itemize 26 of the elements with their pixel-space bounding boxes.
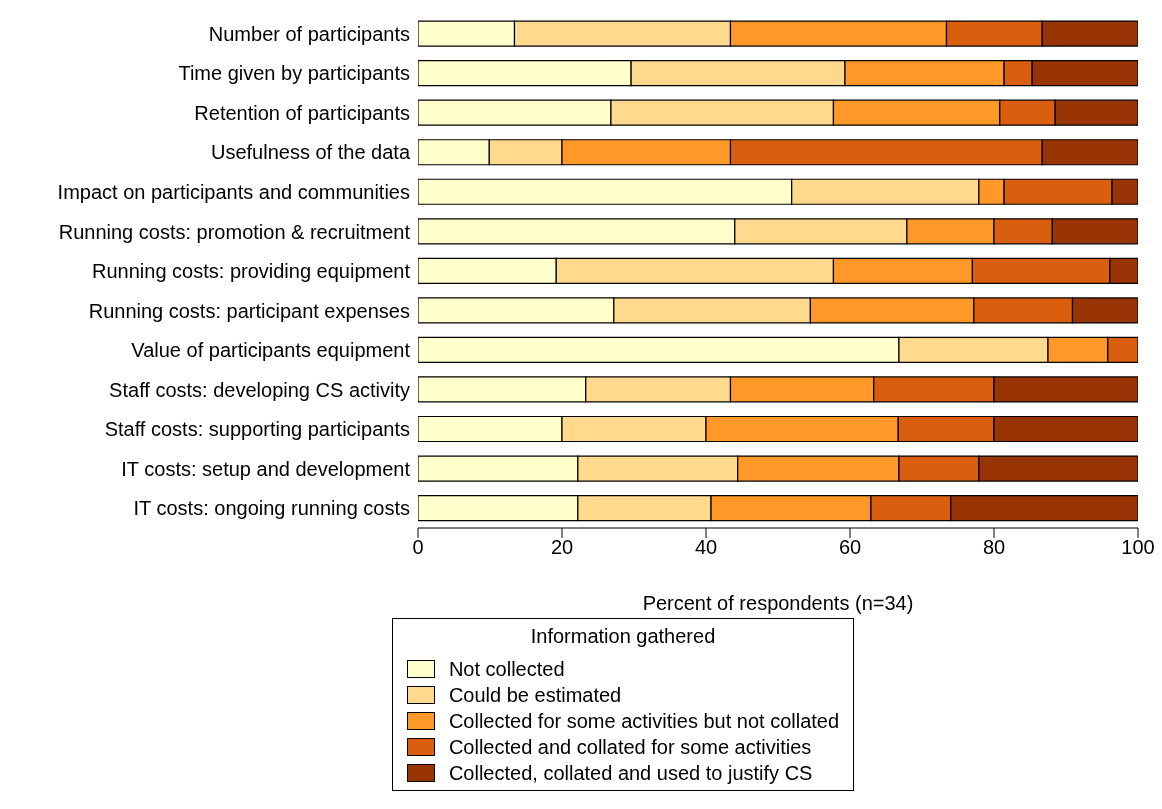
x-tick-label: 40 [694, 536, 718, 559]
x-tick-label: 80 [982, 536, 1006, 559]
legend-label: Not collected [448, 657, 565, 681]
y-tick-label: Value of participants equipment [131, 339, 411, 362]
legend-label: Collected and collated for some activities [448, 735, 812, 759]
legend-label: Could be estimated [448, 683, 622, 707]
y-tick-label: Staff costs: developing CS activity [109, 378, 410, 401]
x-axis-title: Percent of respondents (n=34) [642, 592, 914, 614]
y-tick-label: Impact on participants and communities [57, 181, 410, 204]
x-tick-label: 0 [412, 536, 424, 559]
y-tick-label: Retention of participants [194, 101, 410, 124]
legend-label: Collected for some activities but not collated [448, 709, 840, 733]
y-tick-label: Time given by participants [178, 62, 410, 85]
y-tick-label: IT costs: ongoing running costs [133, 497, 410, 520]
y-tick-label: Usefulness of the data [210, 141, 411, 164]
y-tick-label: Number of participants [208, 22, 410, 45]
y-tick-label: Running costs: promotion & recruitment [58, 220, 411, 243]
y-tick-label: Running costs: providing equipment [92, 260, 411, 283]
x-tick-label: 20 [550, 536, 574, 559]
y-tick-label: Running costs: participant expenses [88, 299, 410, 322]
x-tick-label: 60 [838, 536, 862, 559]
y-tick-label: IT costs: setup and development [121, 457, 411, 480]
legend-label: Collected, collated and used to justify CS [448, 761, 813, 785]
legend-title: Information gathered [529, 625, 717, 648]
y-tick-label: Staff costs: supporting participants [104, 418, 410, 441]
x-tick-label: 100 [1121, 536, 1155, 559]
